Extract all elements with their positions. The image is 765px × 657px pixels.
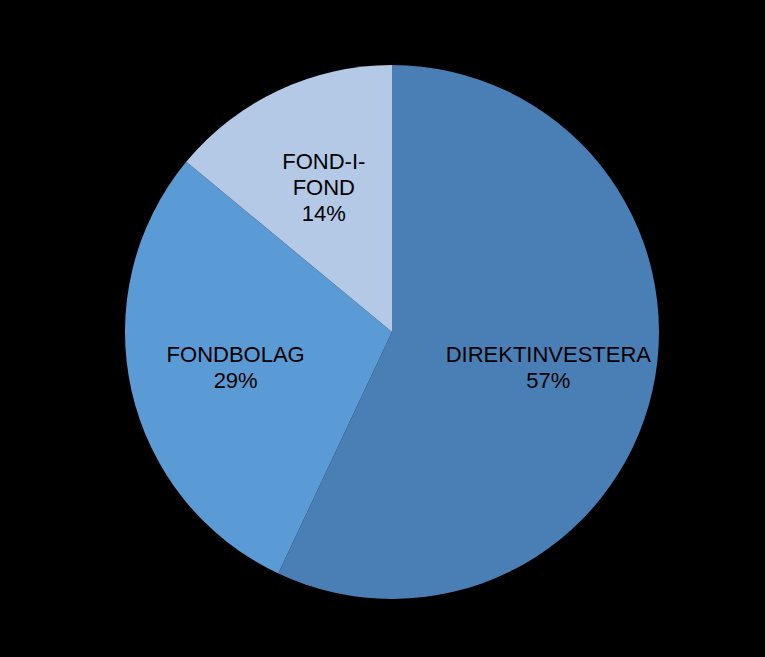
svg-text:FOND-I-FOND14%: FOND-I-FOND14%	[282, 149, 365, 226]
svg-text:DIREKTINVESTERA57%: DIREKTINVESTERA57%	[446, 341, 652, 392]
svg-text:FONDBOLAG29%: FONDBOLAG29%	[167, 341, 305, 392]
